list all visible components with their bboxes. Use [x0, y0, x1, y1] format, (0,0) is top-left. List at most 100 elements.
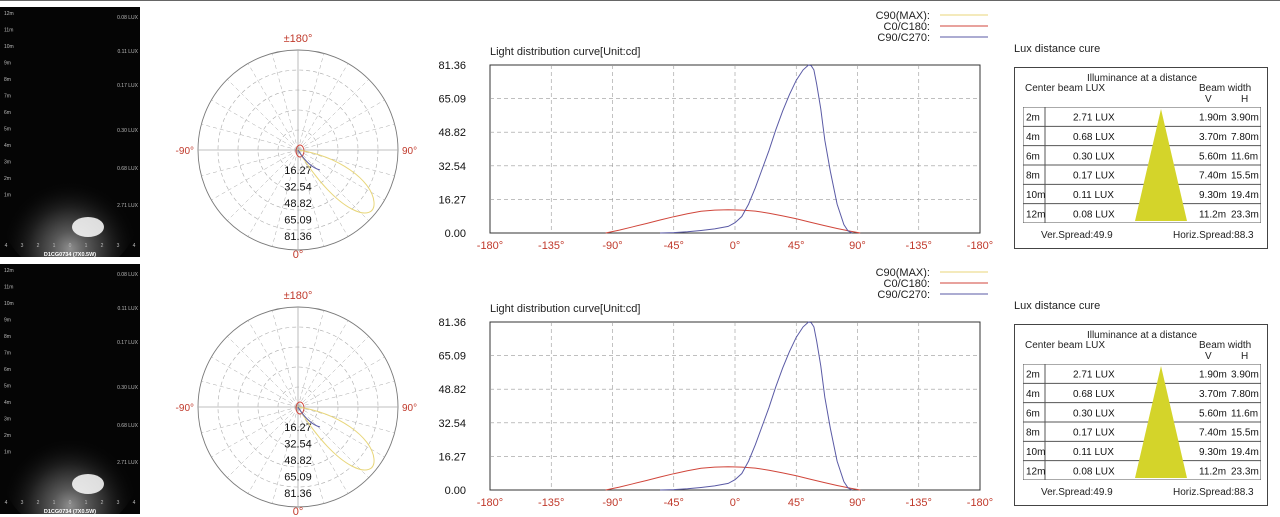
lux-cell: 0.17 LUX: [1073, 171, 1115, 182]
beam-hotspot: [72, 217, 104, 237]
polar-top-label: ±180°: [284, 290, 313, 302]
lux-label: 0.30 LUX: [117, 128, 139, 134]
beam-halo: [0, 394, 140, 514]
x-tick-label: 3: [21, 243, 24, 249]
distance-cell: 10m: [1026, 190, 1045, 201]
v-width-cell: 7.40m: [1199, 171, 1227, 182]
radial-line: [227, 406, 299, 478]
x-tick-label: 90°: [849, 497, 866, 509]
polar-right-label: 90°: [402, 146, 417, 157]
distance-label: 4m: [4, 143, 11, 149]
distance-label: 5m: [4, 127, 11, 133]
lux-label: 0.17 LUX: [117, 83, 139, 89]
distance-cell: 8m: [1026, 171, 1040, 182]
distance-cell: 10m: [1026, 447, 1045, 458]
h-width-cell: 19.4m: [1231, 447, 1259, 458]
lux-rows: 2m 2.71 LUX 1.90m 3.90m 4m 0.68 LUX 3.70m 7.80m…: [1023, 107, 1261, 223]
v-label: V: [1205, 351, 1212, 362]
x-tick-label: 4: [5, 500, 8, 506]
polar-bottom-label: 0°: [293, 506, 304, 517]
beam-halo: [0, 137, 140, 257]
lux-cell: 2.71 LUX: [1073, 113, 1115, 124]
x-tick-label: -135°: [538, 240, 564, 252]
series-line: [605, 466, 861, 491]
polar-ring-label: 81.36: [284, 231, 312, 243]
polar-bottom-label: 0°: [293, 249, 304, 260]
center-beam-label: Center beam LUX: [1025, 83, 1106, 94]
lux-heading: Illuminance at a distance: [1086, 73, 1198, 84]
y-tick-label: 16.27: [438, 451, 466, 463]
v-width-cell: 7.40m: [1199, 428, 1227, 439]
x-tick-label: 4: [133, 500, 136, 506]
radial-line: [297, 320, 349, 408]
legend-label: C90(MAX):: [876, 267, 930, 279]
distance-label: 1m: [4, 450, 11, 456]
x-tick-label: -180°: [477, 240, 503, 252]
radial-line: [297, 406, 325, 504]
x-tick-label: -90°: [602, 240, 622, 252]
v-width-cell: 11.2m: [1199, 466, 1226, 477]
y-tick-label: 65.09: [438, 94, 466, 106]
model-label: D1CG0734 (7X0.5W): [44, 252, 96, 257]
x-tick-label: 1: [85, 243, 88, 249]
v-width-cell: 5.60m: [1199, 408, 1227, 419]
distance-cell: 2m: [1026, 370, 1040, 381]
distance-label: 12m: [4, 11, 14, 17]
legend-label: C0/C180:: [884, 278, 930, 290]
x-tick-label: 3: [117, 243, 120, 249]
series-line: [605, 209, 861, 234]
h-width-cell: 7.80m: [1231, 389, 1259, 400]
y-tick-label: 32.54: [438, 418, 466, 430]
x-tick-label: 0°: [730, 240, 741, 252]
radial-line: [211, 406, 299, 458]
x-tick-label: 0: [69, 500, 72, 506]
radial-line: [211, 356, 299, 408]
distance-label: 9m: [4, 61, 11, 67]
polar-ring-label: 81.36: [284, 488, 312, 500]
v-width-cell: 9.30m: [1199, 447, 1227, 458]
polar-ring-label: 32.54: [284, 439, 312, 451]
distance-cell: 4m: [1026, 389, 1040, 400]
h-width-cell: 15.5m: [1231, 171, 1259, 182]
h-label: H: [1241, 94, 1249, 105]
radial-line: [297, 79, 369, 151]
x-tick-label: 0°: [730, 497, 741, 509]
lux-label: 0.11 LUX: [118, 49, 139, 55]
distance-label: 6m: [4, 110, 11, 116]
x-tick-label: -135°: [538, 497, 564, 509]
radial-line: [271, 406, 299, 504]
radial-line: [201, 406, 299, 434]
x-tick-label: 4: [133, 243, 136, 249]
x-tick-label: 0: [69, 243, 72, 249]
y-tick-label: 65.09: [438, 351, 466, 363]
beam-cone: [1135, 109, 1187, 221]
c90-c270-curve: [297, 149, 321, 171]
lux-cell: 0.68 LUX: [1073, 132, 1115, 143]
distance-label: 8m: [4, 334, 11, 340]
radial-line: [247, 320, 299, 408]
distance-cell: 12m: [1026, 209, 1045, 220]
polar-ring-label: 16.27: [284, 422, 312, 434]
polar-left-label: -90°: [176, 403, 194, 414]
polar-diagram: ±180° 0° -90° 90° 16.27 32.54 48.82 65.09 81.36: [176, 290, 418, 517]
radial-line: [297, 149, 395, 177]
series-line: [660, 321, 853, 491]
h-width-cell: 23.3m: [1231, 209, 1259, 220]
lux-label: 0.08 LUX: [117, 15, 139, 21]
polar-diagram: ±180° 0° -90° 90° 16.27 32.54 48.82 65.09 81.36: [176, 33, 418, 260]
distance-label: 3m: [4, 160, 11, 166]
v-width-cell: 1.90m: [1199, 113, 1227, 124]
lux-label: 2.71 LUX: [117, 460, 139, 466]
beam-image: 12m 11m 10m 9m 8m 7m 6m 5m 4m 3m 2m 1m 0.08 LUX 0.11 …: [0, 7, 140, 257]
photometric-panel-2: 12m 11m 10m 9m 8m 7m 6m 5m 4m 3m 2m 1m 0.08 LUX 0.11 …: [0, 257, 1280, 517]
legend-label: C90/C270:: [877, 32, 930, 44]
radial-line: [297, 406, 385, 458]
polar-top-label: ±180°: [284, 33, 313, 45]
lux-cell: 0.30 LUX: [1073, 408, 1115, 419]
distance-label: 6m: [4, 367, 11, 373]
polar-ring-label: 48.82: [284, 455, 312, 467]
lux-distance-title: Lux distance cure: [1014, 43, 1101, 55]
h-width-cell: 19.4m: [1231, 190, 1259, 201]
h-width-cell: 7.80m: [1231, 132, 1259, 143]
radial-line: [297, 53, 325, 151]
